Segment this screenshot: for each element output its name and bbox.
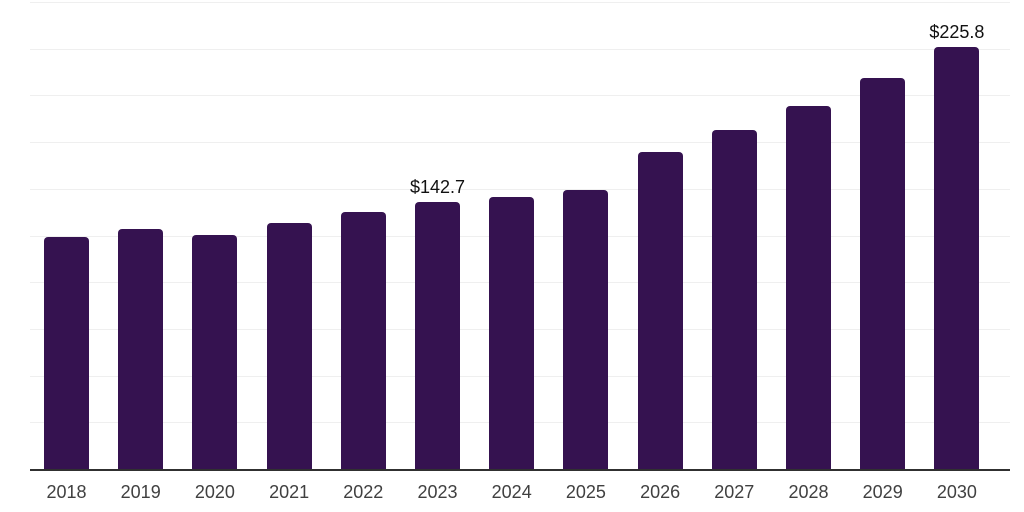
x-tick-2028: 2028 xyxy=(788,482,829,502)
x-tick-2024: 2024 xyxy=(491,482,532,502)
bar-2025 xyxy=(563,189,609,469)
gridline xyxy=(30,188,1010,190)
value-label-2030: $225.8 xyxy=(929,22,985,43)
x-tick-2029: 2029 xyxy=(862,482,903,502)
bar-2024 xyxy=(489,196,535,469)
gridline xyxy=(30,2,1010,3)
bar-2030 xyxy=(934,47,980,469)
x-tick-2021: 2021 xyxy=(269,482,310,502)
plot-area: $142.7 $225.8 xyxy=(30,2,1010,471)
bar-2026 xyxy=(637,151,683,469)
x-tick-2030: 2030 xyxy=(936,482,977,502)
x-tick-2027: 2027 xyxy=(714,482,755,502)
x-tick-2018: 2018 xyxy=(46,482,87,502)
bar-2023 xyxy=(415,202,460,469)
x-tick-2023: 2023 xyxy=(417,482,458,502)
gridline xyxy=(30,95,1010,97)
bar-2019 xyxy=(118,228,164,469)
bar-2028 xyxy=(786,106,831,469)
x-tick-2020: 2020 xyxy=(194,482,235,502)
x-tick-2025: 2025 xyxy=(565,482,606,502)
value-label-2023: $142.7 xyxy=(409,177,466,198)
gridline xyxy=(30,48,1010,50)
bar-2020 xyxy=(192,235,238,469)
x-tick-2019: 2019 xyxy=(120,482,161,502)
bar-2022 xyxy=(340,212,386,469)
bar-2021 xyxy=(266,223,312,469)
gridline xyxy=(30,142,1010,144)
bar-2029 xyxy=(860,78,906,469)
x-tick-2022: 2022 xyxy=(343,482,384,502)
bar-2018 xyxy=(44,237,89,469)
bar-2027 xyxy=(711,129,757,469)
x-tick-2026: 2026 xyxy=(640,482,681,502)
